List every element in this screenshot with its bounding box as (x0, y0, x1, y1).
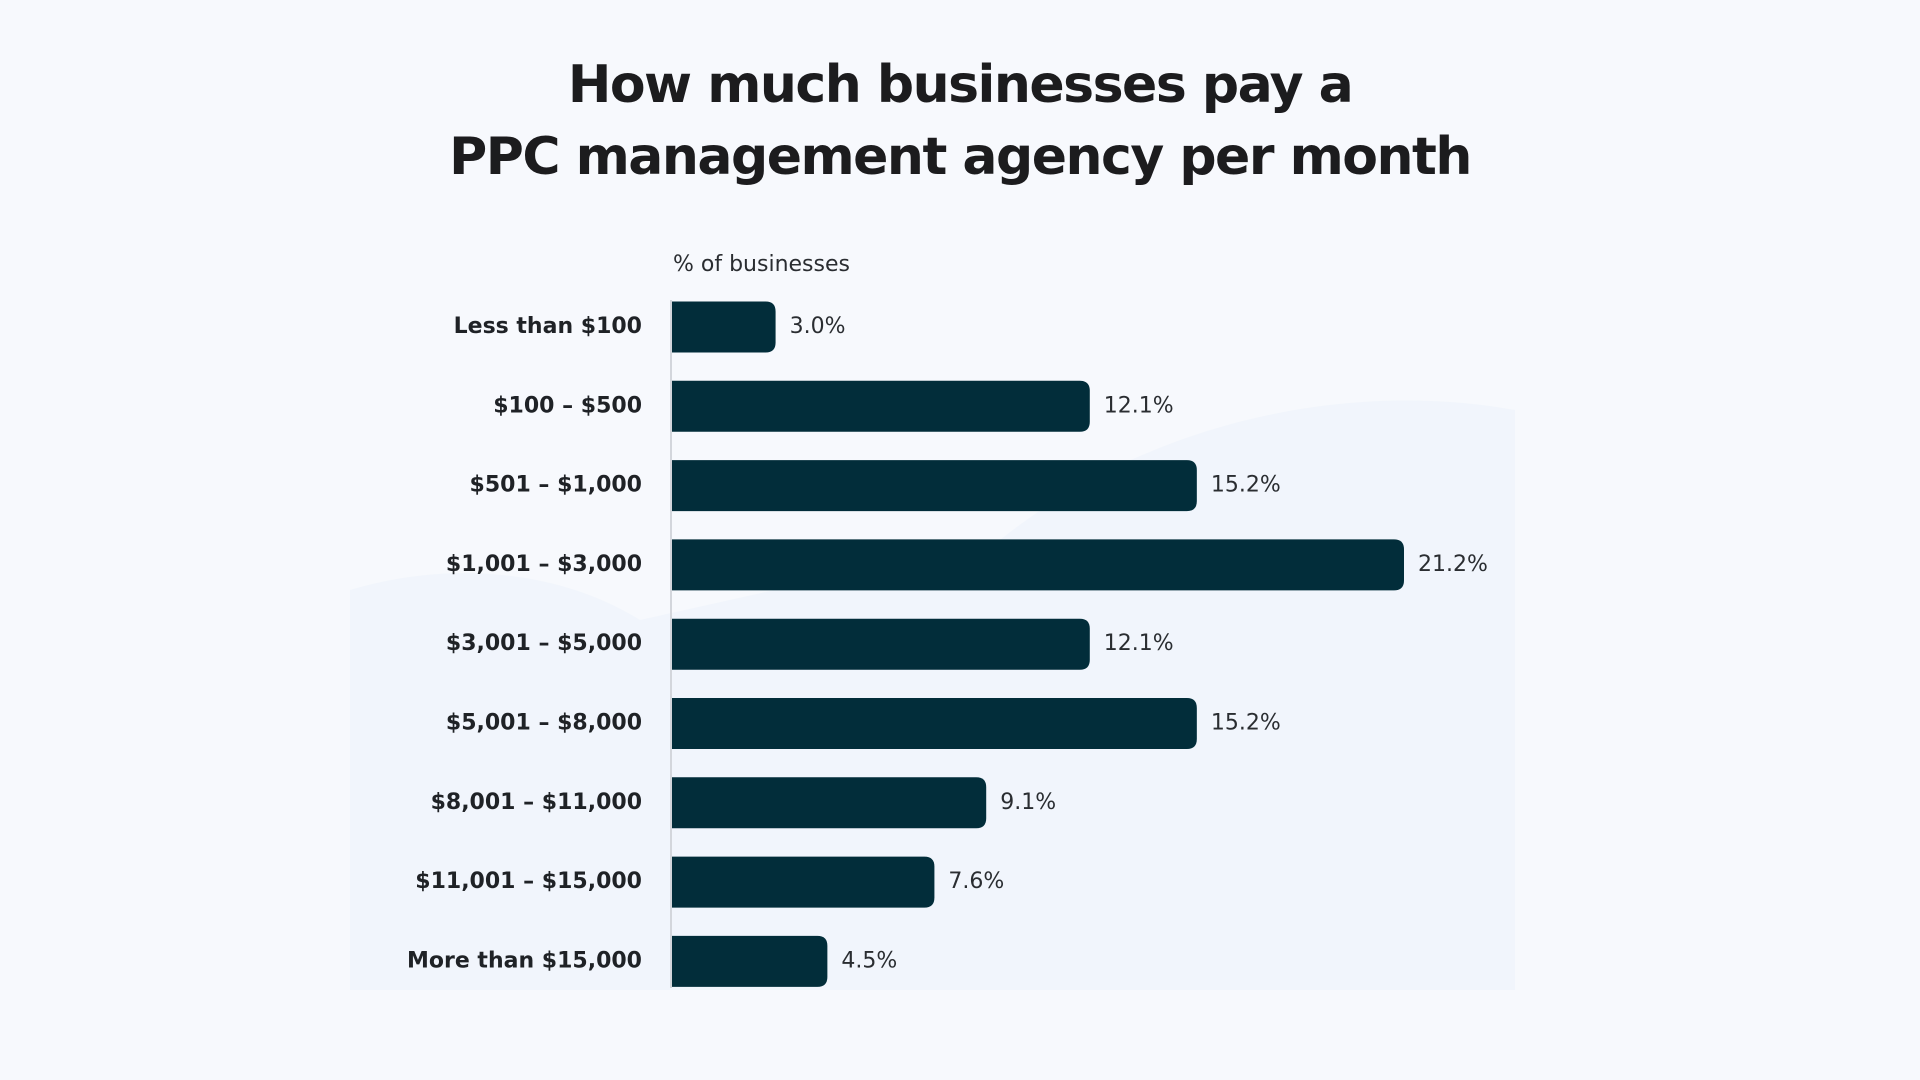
value-label: 7.6% (948, 869, 1004, 894)
bar (672, 698, 1197, 749)
category-label: $11,001 – $15,000 (415, 869, 642, 894)
category-label: $5,001 – $8,000 (446, 711, 642, 736)
bar (672, 301, 776, 353)
category-label: $1,001 – $3,000 (446, 552, 642, 577)
value-label: 15.2% (1211, 711, 1281, 736)
bar (672, 856, 935, 908)
value-label: 4.5% (841, 948, 897, 973)
value-label: 15.2% (1211, 473, 1281, 498)
category-label: $100 – $500 (493, 393, 642, 418)
category-label: Less than $100 (454, 314, 642, 339)
bar (672, 618, 1090, 670)
category-label: $501 – $1,000 (470, 473, 642, 498)
bar (672, 777, 987, 829)
value-label: 21.2% (1418, 552, 1488, 577)
bar (672, 539, 1404, 591)
axis-label: % of businesses (673, 252, 850, 277)
value-label: 12.1% (1104, 631, 1174, 656)
category-label: $8,001 – $11,000 (431, 790, 642, 815)
value-label: 3.0% (790, 314, 846, 339)
bar (672, 380, 1090, 432)
bar (672, 460, 1197, 512)
chart-title: PPC management agency per month (449, 127, 1471, 187)
category-label: $3,001 – $5,000 (446, 631, 642, 656)
bar (672, 935, 828, 987)
chart-title: How much businesses pay a (568, 55, 1352, 115)
value-label: 9.1% (1000, 790, 1056, 815)
value-label: 12.1% (1104, 393, 1174, 418)
category-label: More than $15,000 (407, 948, 642, 973)
